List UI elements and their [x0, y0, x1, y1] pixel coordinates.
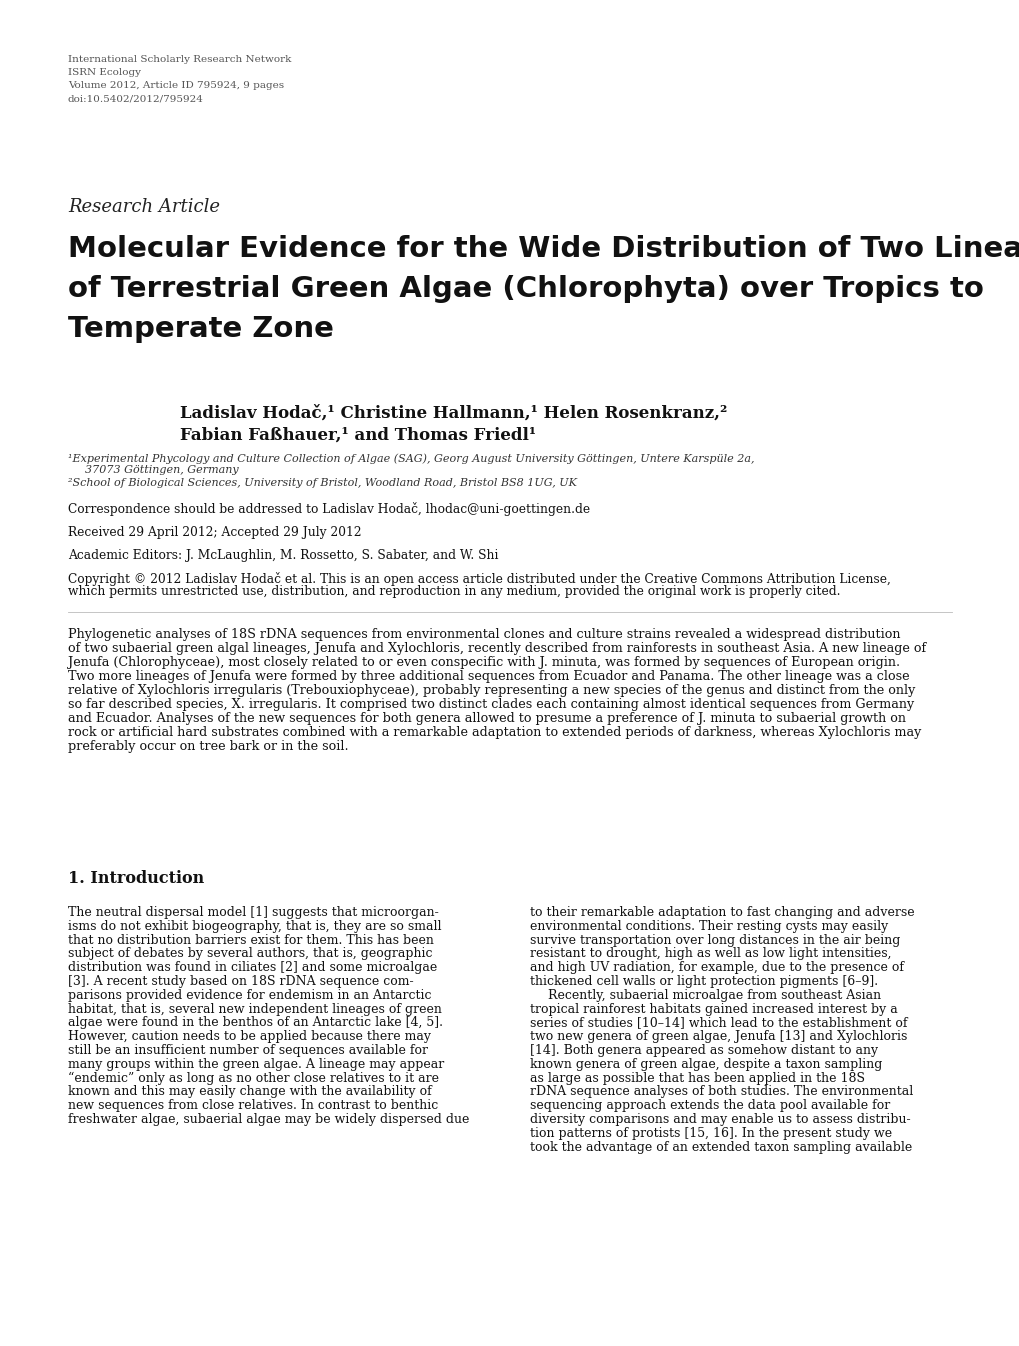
Text: of two subaerial green algal lineages, Jenufa and Xylochloris, recently describe: of two subaerial green algal lineages, J…	[68, 642, 925, 656]
Text: Received 29 April 2012; Accepted 29 July 2012: Received 29 April 2012; Accepted 29 July…	[68, 526, 362, 538]
Text: parisons provided evidence for endemism in an Antarctic: parisons provided evidence for endemism …	[68, 989, 431, 1001]
Text: Research Article: Research Article	[68, 198, 220, 215]
Text: of Terrestrial Green Algae (Chlorophyta) over Tropics to: of Terrestrial Green Algae (Chlorophyta)…	[68, 275, 983, 303]
Text: Fabian Faßhauer,¹ and Thomas Friedl¹: Fabian Faßhauer,¹ and Thomas Friedl¹	[179, 427, 536, 444]
Text: new sequences from close relatives. In contrast to benthic: new sequences from close relatives. In c…	[68, 1100, 438, 1112]
Text: rock or artificial hard substrates combined with a remarkable adaptation to exte: rock or artificial hard substrates combi…	[68, 725, 920, 739]
Text: Two more lineages of Jenufa were formed by three additional sequences from Ecuad: Two more lineages of Jenufa were formed …	[68, 670, 909, 682]
Text: diversity comparisons and may enable us to assess distribu-: diversity comparisons and may enable us …	[530, 1113, 910, 1127]
Text: International Scholarly Research Network: International Scholarly Research Network	[68, 55, 291, 65]
Text: ISRN Ecology: ISRN Ecology	[68, 69, 141, 77]
Text: tropical rainforest habitats gained increased interest by a: tropical rainforest habitats gained incr…	[530, 1003, 897, 1016]
Text: thickened cell walls or light protection pigments [6–9].: thickened cell walls or light protection…	[530, 975, 877, 988]
Text: 37073 Göttingen, Germany: 37073 Göttingen, Germany	[77, 464, 238, 475]
Text: sequencing approach extends the data pool available for: sequencing approach extends the data poo…	[530, 1100, 890, 1112]
Text: two new genera of green algae, Jenufa [13] and Xylochloris: two new genera of green algae, Jenufa [1…	[530, 1030, 907, 1043]
Text: Temperate Zone: Temperate Zone	[68, 315, 333, 343]
Text: which permits unrestricted use, distribution, and reproduction in any medium, pr: which permits unrestricted use, distribu…	[68, 586, 840, 599]
Text: so far described species, X. irregularis. It comprised two distinct clades each : so far described species, X. irregularis…	[68, 699, 913, 711]
Text: resistant to drought, high as well as low light intensities,: resistant to drought, high as well as lo…	[530, 948, 891, 961]
Text: and Ecuador. Analyses of the new sequences for both genera allowed to presume a : and Ecuador. Analyses of the new sequenc…	[68, 712, 905, 725]
Text: Academic Editors: J. McLaughlin, M. Rossetto, S. Sabater, and W. Shi: Academic Editors: J. McLaughlin, M. Ross…	[68, 549, 498, 563]
Text: known genera of green algae, despite a taxon sampling: known genera of green algae, despite a t…	[530, 1058, 881, 1071]
Text: survive transportation over long distances in the air being: survive transportation over long distanc…	[530, 934, 900, 946]
Text: algae were found in the benthos of an Antarctic lake [4, 5].: algae were found in the benthos of an An…	[68, 1016, 442, 1030]
Text: tion patterns of protists [15, 16]. In the present study we: tion patterns of protists [15, 16]. In t…	[530, 1127, 892, 1140]
Text: took the advantage of an extended taxon sampling available: took the advantage of an extended taxon …	[530, 1140, 911, 1154]
Text: freshwater algae, subaerial algae may be widely dispersed due: freshwater algae, subaerial algae may be…	[68, 1113, 469, 1127]
Text: preferably occur on tree bark or in the soil.: preferably occur on tree bark or in the …	[68, 740, 348, 752]
Text: as large as possible that has been applied in the 18S: as large as possible that has been appli…	[530, 1071, 864, 1085]
Text: distribution was found in ciliates [2] and some microalgae: distribution was found in ciliates [2] a…	[68, 961, 437, 975]
Text: Jenufa (Chlorophyceae), most closely related to or even conspecific with J. minu: Jenufa (Chlorophyceae), most closely rel…	[68, 656, 899, 669]
Text: ¹Experimental Phycology and Culture Collection of Algae (SAG), Georg August Univ: ¹Experimental Phycology and Culture Coll…	[68, 454, 754, 463]
Text: “endemic” only as long as no other close relatives to it are: “endemic” only as long as no other close…	[68, 1071, 438, 1085]
Text: The neutral dispersal model [1] suggests that microorgan-: The neutral dispersal model [1] suggests…	[68, 906, 438, 919]
Text: Volume 2012, Article ID 795924, 9 pages: Volume 2012, Article ID 795924, 9 pages	[68, 81, 284, 90]
Text: Copyright © 2012 Ladislav Hodač et al. This is an open access article distribute: Copyright © 2012 Ladislav Hodač et al. T…	[68, 572, 890, 586]
Text: Ladislav Hodač,¹ Christine Hallmann,¹ Helen Rosenkranz,²: Ladislav Hodač,¹ Christine Hallmann,¹ He…	[179, 405, 727, 423]
Text: [14]. Both genera appeared as somehow distant to any: [14]. Both genera appeared as somehow di…	[530, 1044, 877, 1057]
Text: Phylogenetic analyses of 18S rDNA sequences from environmental clones and cultur: Phylogenetic analyses of 18S rDNA sequen…	[68, 629, 900, 641]
Text: ²School of Biological Sciences, University of Bristol, Woodland Road, Bristol BS: ²School of Biological Sciences, Universi…	[68, 478, 577, 489]
Text: many groups within the green algae. A lineage may appear: many groups within the green algae. A li…	[68, 1058, 444, 1071]
Text: and high UV radiation, for example, due to the presence of: and high UV radiation, for example, due …	[530, 961, 903, 975]
Text: Recently, subaerial microalgae from southeast Asian: Recently, subaerial microalgae from sout…	[547, 989, 880, 1001]
Text: [3]. A recent study based on 18S rDNA sequence com-: [3]. A recent study based on 18S rDNA se…	[68, 975, 414, 988]
Text: that no distribution barriers exist for them. This has been: that no distribution barriers exist for …	[68, 934, 433, 946]
Text: rDNA sequence analyses of both studies. The environmental: rDNA sequence analyses of both studies. …	[530, 1085, 912, 1098]
Text: relative of Xylochloris irregularis (Trebouxiophyceae), probably representing a : relative of Xylochloris irregularis (Tre…	[68, 684, 914, 697]
Text: 1. Introduction: 1. Introduction	[68, 870, 204, 887]
Text: to their remarkable adaptation to fast changing and adverse: to their remarkable adaptation to fast c…	[530, 906, 914, 919]
Text: However, caution needs to be applied because there may: However, caution needs to be applied bec…	[68, 1030, 431, 1043]
Text: Molecular Evidence for the Wide Distribution of Two Lineages: Molecular Evidence for the Wide Distribu…	[68, 236, 1019, 262]
Text: subject of debates by several authors, that is, geographic: subject of debates by several authors, t…	[68, 948, 432, 961]
Text: habitat, that is, several new independent lineages of green: habitat, that is, several new independen…	[68, 1003, 441, 1016]
Text: doi:10.5402/2012/795924: doi:10.5402/2012/795924	[68, 94, 204, 104]
Text: series of studies [10–14] which lead to the establishment of: series of studies [10–14] which lead to …	[530, 1016, 907, 1030]
Text: still be an insufficient number of sequences available for: still be an insufficient number of seque…	[68, 1044, 428, 1057]
Text: known and this may easily change with the availability of: known and this may easily change with th…	[68, 1085, 431, 1098]
Text: Correspondence should be addressed to Ladislav Hodač, lhodac@uni-goettingen.de: Correspondence should be addressed to La…	[68, 502, 590, 516]
Text: environmental conditions. Their resting cysts may easily: environmental conditions. Their resting …	[530, 919, 888, 933]
Text: isms do not exhibit biogeography, that is, they are so small: isms do not exhibit biogeography, that i…	[68, 919, 441, 933]
